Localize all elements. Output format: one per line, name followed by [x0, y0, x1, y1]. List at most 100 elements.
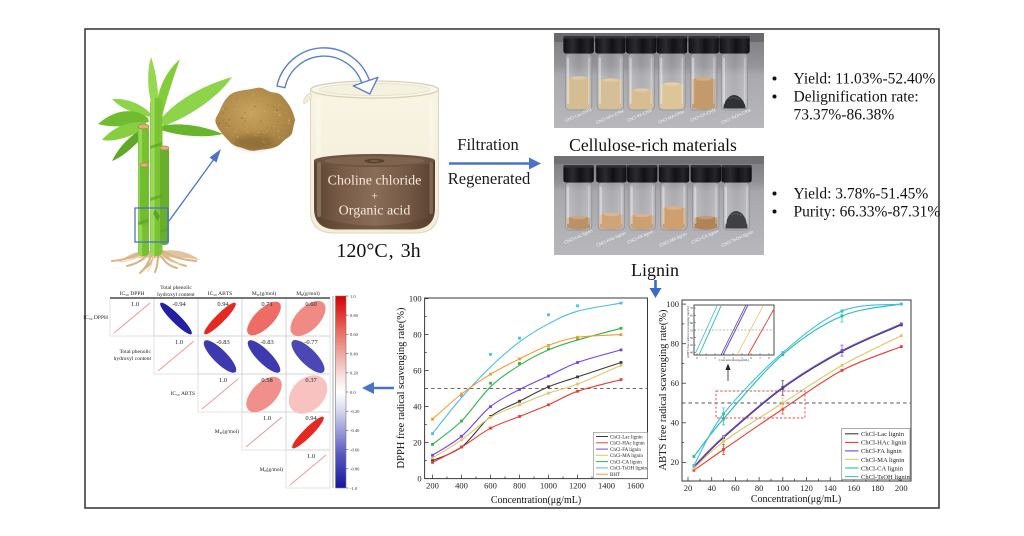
svg-text:600: 600 [484, 481, 497, 491]
svg-text:0.71: 0.71 [261, 301, 272, 308]
svg-text:80: 80 [413, 329, 422, 339]
svg-text:-0.20: -0.20 [350, 409, 360, 414]
svg-text:120: 120 [800, 483, 813, 493]
svg-text:Choline chloride: Choline chloride [328, 174, 422, 189]
svg-text:ChCl-CA lignin: ChCl-CA lignin [861, 465, 904, 472]
svg-text:60: 60 [690, 321, 694, 325]
svg-text:40: 40 [413, 401, 422, 411]
svg-text:Concentration(μg/mL): Concentration(μg/mL) [491, 495, 581, 506]
svg-text:Yield: 3.78%-51.45%: Yield: 3.78%-51.45% [794, 186, 929, 203]
svg-text:ABTS free radical scavenging r: ABTS free radical scavenging rate(%) [658, 309, 669, 470]
svg-text:hydroxyl content: hydroxyl content [114, 356, 152, 362]
svg-text:8: 8 [768, 356, 770, 360]
svg-text:Yield: 11.03%-52.40%: Yield: 11.03%-52.40% [794, 70, 936, 87]
svg-text:65: 65 [690, 314, 694, 318]
svg-text:0.60: 0.60 [305, 301, 316, 308]
svg-text:1.0: 1.0 [350, 294, 356, 299]
svg-text:Lignin: Lignin [631, 260, 679, 280]
svg-text:60: 60 [671, 378, 680, 388]
svg-text:DPPH free radical scavenging r: DPPH free radical scavenging rate(%) [396, 307, 407, 468]
svg-text:Total phenolic: Total phenolic [160, 285, 192, 291]
svg-text:Mn(g/mol): Mn(g/mol) [260, 466, 284, 473]
svg-text:IC₅₀ DPPH: IC₅₀ DPPH [120, 291, 145, 297]
svg-text:ChCl-FA lignin: ChCl-FA lignin [861, 448, 902, 455]
svg-text:60: 60 [413, 365, 422, 375]
svg-text:0: 0 [696, 356, 698, 360]
svg-text:0.94: 0.94 [217, 301, 229, 308]
svg-text:ChCl-HAc lignin: ChCl-HAc lignin [610, 442, 645, 447]
svg-text:0.0: 0.0 [350, 390, 356, 395]
svg-text:0.40: 0.40 [350, 351, 359, 356]
svg-text:800: 800 [513, 481, 526, 491]
svg-text:20: 20 [684, 483, 693, 493]
svg-text:hydroxyl content: hydroxyl content [157, 292, 195, 298]
svg-text:-0.60: -0.60 [350, 447, 360, 452]
svg-text:Purity: 66.33%-87.31%: Purity: 66.33%-87.31% [794, 204, 941, 221]
svg-text:1600: 1600 [627, 481, 644, 491]
svg-text:4: 4 [732, 356, 734, 360]
svg-text:1.0: 1.0 [263, 415, 271, 422]
svg-text:Regenerated: Regenerated [448, 169, 531, 188]
svg-text:7: 7 [759, 356, 761, 360]
svg-text:ABTS free radical scavenging r: ABTS free radical scavenging rate(%) [686, 306, 690, 358]
svg-text:100: 100 [776, 483, 789, 493]
svg-text:ChCl-MA lignin: ChCl-MA lignin [610, 454, 643, 459]
svg-text:80: 80 [755, 483, 764, 493]
svg-text:45: 45 [690, 343, 694, 347]
svg-text:200: 200 [426, 481, 439, 491]
svg-text:73.37%-86.38%: 73.37%-86.38% [794, 106, 895, 123]
svg-text:Organic acid: Organic acid [339, 204, 411, 219]
svg-text:1: 1 [705, 356, 707, 360]
svg-text:ChCl-TsOH lignin: ChCl-TsOH lignin [861, 474, 911, 481]
svg-text:40: 40 [671, 418, 680, 428]
svg-text:20: 20 [413, 437, 422, 447]
svg-text:ChCl-Lac lignin: ChCl-Lac lignin [610, 435, 643, 440]
svg-text:2: 2 [714, 356, 716, 360]
svg-text:ChCl-CA lignin: ChCl-CA lignin [610, 460, 642, 465]
svg-text:0.80: 0.80 [350, 313, 359, 318]
svg-text:5: 5 [741, 356, 743, 360]
svg-text:1.0: 1.0 [131, 301, 139, 308]
svg-text:400: 400 [455, 481, 468, 491]
svg-text:180: 180 [871, 483, 884, 493]
svg-text:0.60: 0.60 [350, 332, 359, 337]
svg-text:1400: 1400 [598, 481, 615, 491]
svg-text:1200: 1200 [569, 481, 586, 491]
svg-text:100: 100 [409, 293, 422, 303]
svg-text:-0.80: -0.80 [350, 467, 360, 472]
svg-text:Cellulose-rich materials: Cellulose-rich materials [569, 135, 737, 155]
svg-text:40: 40 [690, 351, 694, 355]
svg-text:1000: 1000 [540, 481, 557, 491]
svg-text:3: 3 [723, 356, 725, 360]
svg-text:140: 140 [824, 483, 837, 493]
svg-text:Delignification rate:: Delignification rate: [794, 88, 919, 105]
svg-text:60: 60 [731, 483, 740, 493]
svg-text:0.94: 0.94 [305, 415, 317, 422]
svg-text:0.37: 0.37 [305, 377, 317, 384]
svg-text:0.58: 0.58 [261, 377, 272, 384]
svg-text:ChCl-Lac lignin: ChCl-Lac lignin [861, 431, 905, 438]
svg-text:-0.83: -0.83 [260, 339, 274, 346]
svg-text:55: 55 [690, 328, 694, 332]
svg-text:-0.83: -0.83 [216, 339, 230, 346]
svg-text:80: 80 [671, 338, 680, 348]
svg-text:Mw(g/mol): Mw(g/mol) [252, 290, 276, 297]
svg-text:1.0: 1.0 [175, 339, 183, 346]
svg-text:-1.0: -1.0 [350, 486, 358, 491]
svg-text:ChCl-TsOH lignin: ChCl-TsOH lignin [610, 467, 648, 472]
svg-text:Mn(g/mol): Mn(g/mol) [296, 290, 320, 297]
svg-text:-0.94: -0.94 [172, 301, 186, 308]
svg-text:0.20: 0.20 [350, 371, 359, 376]
svg-text:+: + [371, 189, 378, 203]
svg-text:Total phenolic: Total phenolic [119, 349, 151, 355]
svg-text:BHT: BHT [610, 473, 620, 478]
svg-text:1.0: 1.0 [219, 377, 227, 384]
svg-text:ChCl-MA lignin: ChCl-MA lignin [861, 457, 905, 464]
svg-text:0: 0 [417, 473, 421, 483]
svg-text:Filtration: Filtration [457, 135, 518, 154]
svg-text:-0.40: -0.40 [350, 428, 360, 433]
svg-text:IC₅₀ DPPH: IC₅₀ DPPH [83, 315, 108, 321]
svg-text:20: 20 [671, 457, 680, 467]
svg-text:ChCl-FA lignin: ChCl-FA lignin [610, 448, 641, 453]
svg-text:Concentration(μg/mL): Concentration(μg/mL) [751, 494, 841, 505]
